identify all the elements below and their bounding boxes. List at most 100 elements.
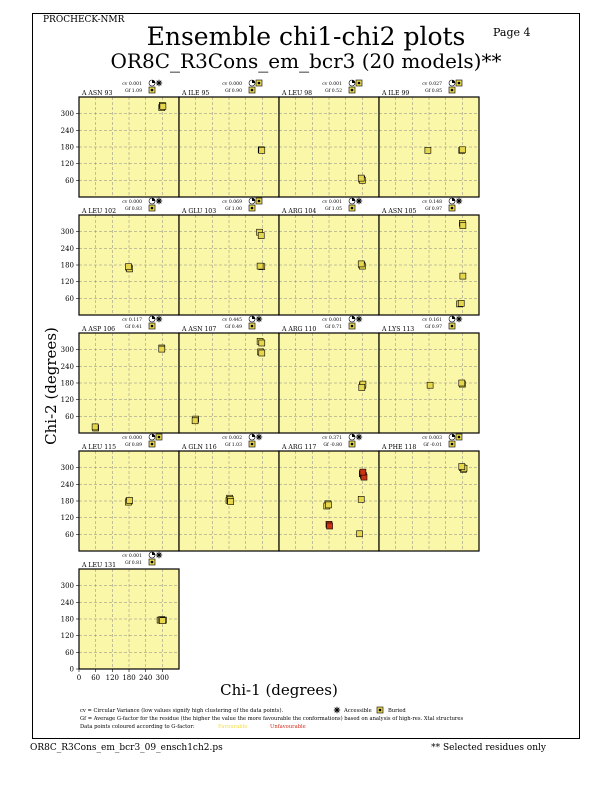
y-tick-label: 300 bbox=[61, 228, 74, 236]
cv-label: cv 0.002 bbox=[222, 435, 242, 441]
y-tick-label: 300 bbox=[61, 110, 74, 118]
y-tick-label: 180 bbox=[61, 262, 74, 270]
cv-label: cv 0.161 bbox=[422, 317, 442, 323]
x-axis-label: Chi-1 (degrees) bbox=[220, 681, 338, 699]
cv-label: cv 0.000 bbox=[122, 435, 142, 441]
variance-icon-wedge bbox=[352, 434, 355, 437]
variance-icon-wedge bbox=[452, 80, 455, 83]
residue-label: A ARG 104 bbox=[281, 208, 316, 215]
accessible-icon bbox=[155, 315, 163, 323]
gfactor-icon-dot bbox=[150, 88, 154, 92]
gfactor-icon-dot bbox=[450, 442, 454, 446]
x-tick-label: 240 bbox=[139, 674, 152, 682]
legend-unfavourable-text: Unfavourable bbox=[270, 724, 306, 730]
panel-border bbox=[378, 96, 480, 198]
gfactor-icon-dot bbox=[450, 324, 454, 328]
data-point bbox=[258, 147, 266, 154]
residue-label: A ASN 93 bbox=[81, 90, 112, 97]
data-point bbox=[424, 147, 432, 154]
legend-color-text: Data points coloured according to G-fact… bbox=[80, 724, 195, 730]
y-tick-label: 300 bbox=[61, 346, 74, 354]
cv-label: cv 0.069 bbox=[222, 199, 242, 205]
y-tick-label: 240 bbox=[61, 245, 74, 253]
variance-icon-wedge bbox=[452, 198, 455, 201]
variance-icon-wedge bbox=[352, 316, 355, 319]
residue-label: A LEU 102 bbox=[81, 208, 116, 215]
y-tick-label: 60 bbox=[65, 649, 74, 657]
cv-label: cv 0.027 bbox=[422, 81, 442, 87]
accessible-icon bbox=[155, 197, 163, 205]
legend-cv-text: cv = Circular Variance (low values signi… bbox=[80, 707, 283, 714]
residue-label: A ASN 105 bbox=[381, 208, 416, 215]
data-point bbox=[227, 498, 234, 505]
gf-label: Gf 1.00 bbox=[225, 206, 242, 212]
buried-icon-dot bbox=[457, 81, 461, 85]
gf-label: Gf 0.52 bbox=[325, 88, 342, 94]
data-point bbox=[458, 463, 466, 470]
gfactor-icon-dot bbox=[250, 206, 254, 210]
cv-label: cv 0.148 bbox=[422, 199, 442, 205]
residue-label: A ARG 117 bbox=[281, 444, 316, 451]
variance-icon-wedge bbox=[152, 80, 155, 83]
gfactor-icon-dot bbox=[250, 88, 254, 92]
cv-label: cv 0.001 bbox=[122, 81, 142, 87]
variance-icon-wedge bbox=[152, 198, 155, 201]
data-point bbox=[257, 232, 265, 239]
y-tick-label: 180 bbox=[61, 498, 74, 506]
y-tick-label: 300 bbox=[61, 582, 74, 590]
residue-label: A LEU 131 bbox=[81, 562, 116, 569]
residue-label: A LEU 115 bbox=[81, 444, 116, 451]
y-tick-label: 60 bbox=[65, 413, 74, 421]
data-point bbox=[326, 522, 333, 530]
accessible-icon bbox=[355, 433, 363, 441]
legend-accessible-icon bbox=[333, 706, 341, 714]
program-label: PROCHECK-NMR bbox=[43, 15, 125, 25]
data-point bbox=[256, 262, 264, 270]
cv-label: cv 0.001 bbox=[322, 81, 342, 87]
residue-label: A ARG 110 bbox=[281, 326, 316, 333]
gfactor-icon-dot bbox=[150, 442, 154, 446]
cv-label: cv 0.445 bbox=[222, 317, 242, 323]
gf-label: Gf 0.49 bbox=[225, 324, 242, 330]
variance-icon-wedge bbox=[252, 316, 255, 319]
page-frame bbox=[32, 13, 580, 739]
data-point bbox=[426, 381, 434, 389]
gfactor-icon-dot bbox=[150, 560, 154, 564]
data-point bbox=[459, 146, 466, 154]
cv-label: cv 0.371 bbox=[322, 435, 342, 441]
page-number: Page 4 bbox=[493, 26, 531, 39]
variance-icon-wedge bbox=[152, 316, 155, 319]
y-tick-label: 180 bbox=[61, 616, 74, 624]
cv-label: cv 0.117 bbox=[122, 317, 142, 323]
y-tick-label: 120 bbox=[61, 396, 74, 404]
y-tick-label: 120 bbox=[61, 278, 74, 286]
legend-accessible-text: Accessible bbox=[343, 708, 372, 714]
data-point bbox=[159, 103, 167, 110]
gf-label: Gf 1.03 bbox=[225, 442, 242, 448]
x-tick-label: 120 bbox=[106, 674, 119, 682]
accessible-icon bbox=[455, 197, 463, 205]
data-point bbox=[357, 496, 365, 503]
cv-label: cv 0.000 bbox=[222, 81, 242, 87]
gfactor-icon-dot bbox=[150, 206, 154, 210]
gf-label: Gf 0.90 bbox=[225, 88, 242, 94]
gf-label: Gf 0.85 bbox=[425, 88, 442, 94]
y-tick-label: 60 bbox=[65, 531, 74, 539]
y-tick-label: 120 bbox=[61, 514, 74, 522]
cv-label: cv 0.001 bbox=[322, 317, 342, 323]
y-tick-label: 60 bbox=[65, 295, 74, 303]
y-tick-label: 60 bbox=[65, 177, 74, 185]
data-point bbox=[191, 417, 199, 425]
gfactor-icon-dot bbox=[150, 324, 154, 328]
data-point bbox=[258, 339, 266, 347]
gf-label: Gf 0.97 bbox=[425, 324, 442, 330]
y-tick-label: 120 bbox=[61, 160, 74, 168]
y-tick-label: 300 bbox=[61, 464, 74, 472]
gf-label: Gf 1.05 bbox=[325, 206, 342, 212]
legend-buried-icon-dot bbox=[378, 708, 382, 712]
variance-icon-wedge bbox=[352, 198, 355, 201]
gf-label: Gf 0.97 bbox=[425, 206, 442, 212]
buried-icon-dot bbox=[257, 81, 261, 85]
data-point bbox=[357, 260, 365, 268]
x-tick-label: 180 bbox=[122, 674, 135, 682]
